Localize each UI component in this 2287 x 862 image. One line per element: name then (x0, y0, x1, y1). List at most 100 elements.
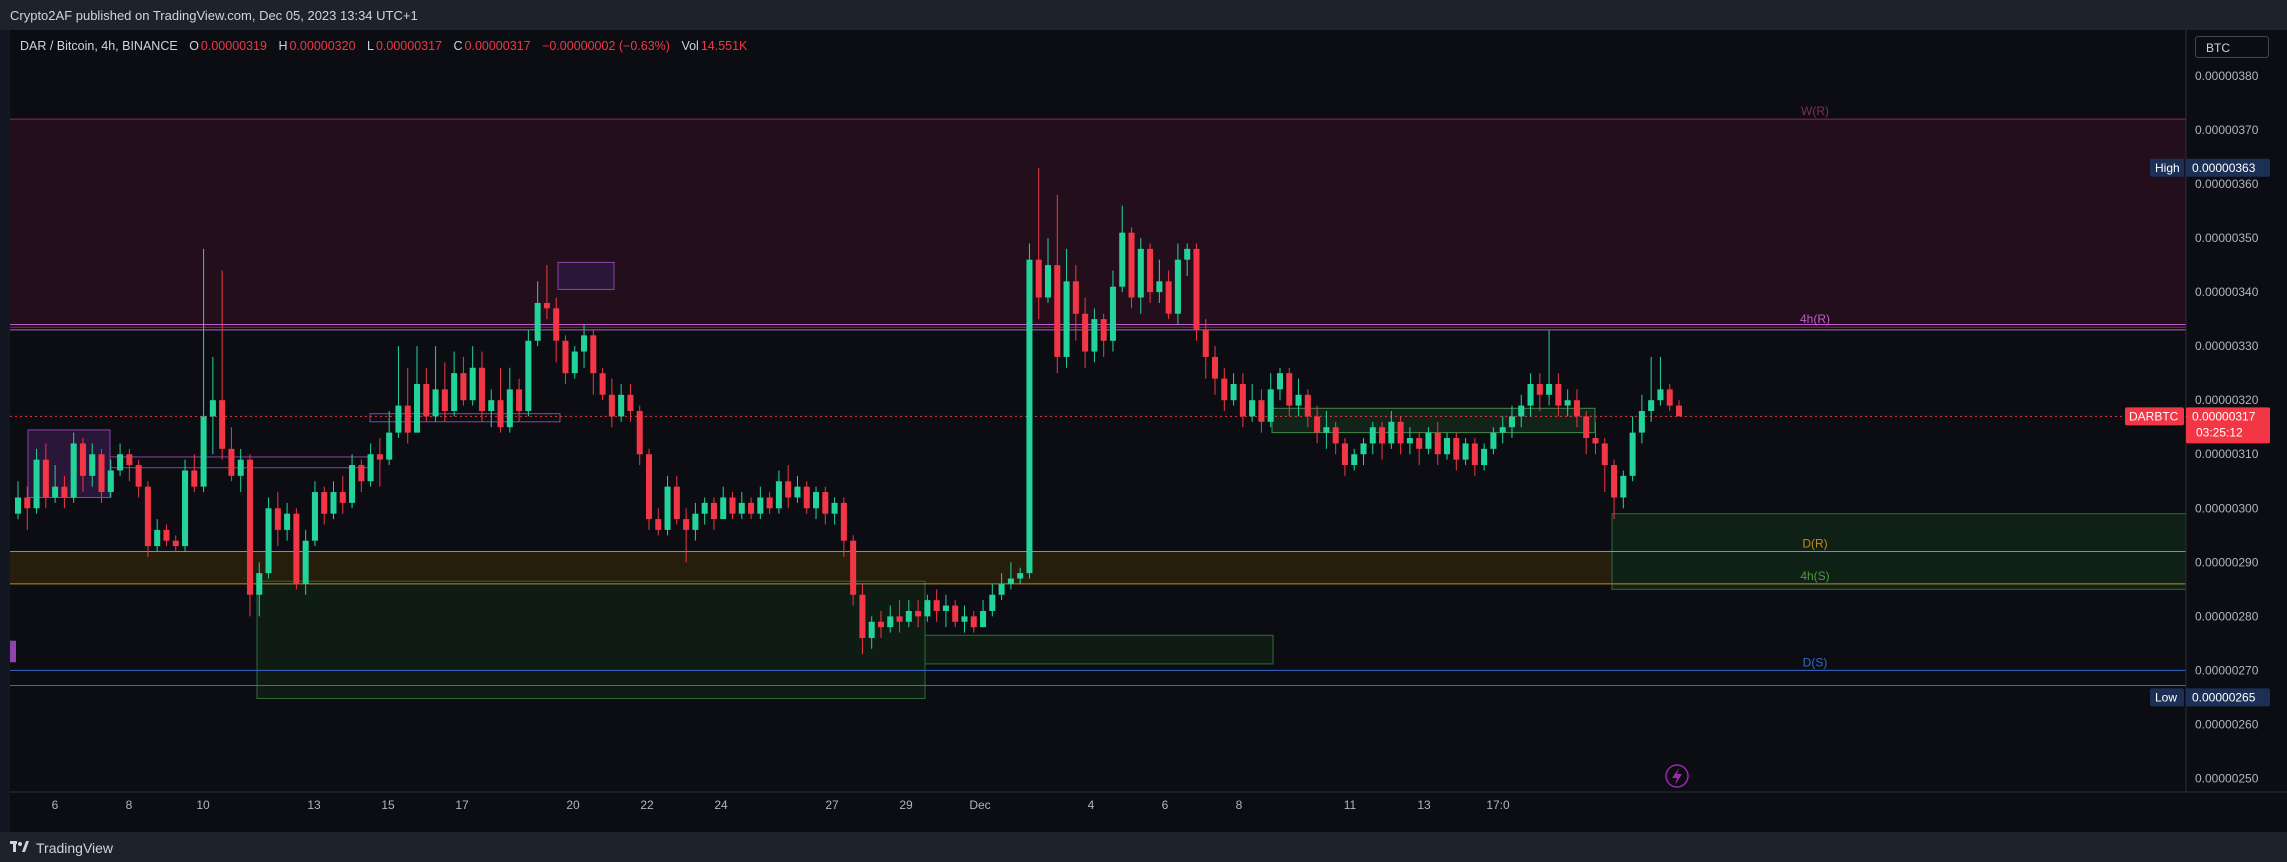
candle-body (989, 594, 996, 611)
candle (423, 367, 430, 422)
candle (135, 459, 142, 498)
candle (1128, 227, 1135, 309)
candle (154, 519, 161, 552)
candle-body (246, 459, 253, 595)
candle-body (1555, 383, 1562, 406)
candle-body (423, 383, 430, 417)
candle-body (1518, 405, 1525, 417)
brand[interactable]: TradingView (10, 840, 113, 856)
candle-body (89, 454, 96, 476)
x-tick-label: 11 (1344, 798, 1357, 812)
y-tick-label: 0.00000380 (2195, 69, 2259, 83)
top-bar: Crypto2AF published on TradingView.com, … (0, 0, 2287, 30)
candle-body (1091, 319, 1098, 352)
candle (1360, 438, 1367, 466)
candle-body (191, 470, 198, 487)
candle (1481, 443, 1488, 471)
x-tick-label: 10 (196, 798, 210, 812)
candle (1648, 356, 1655, 422)
candle-body (571, 351, 578, 374)
candle (840, 497, 847, 557)
candle (1063, 248, 1070, 368)
candle-body (803, 486, 810, 509)
levels-layer: W(R) 4h(R) D(R) 4h(S) D(S) (10, 104, 2186, 687)
candle-body (813, 492, 820, 509)
candle-body (1675, 405, 1683, 417)
candle-body (219, 400, 226, 449)
candlestick-chart[interactable]: W(R)4h(R)D(R)4h(S)D(S) 0.000002500.00000… (0, 30, 2287, 832)
candle-body (525, 340, 532, 411)
candle (107, 459, 114, 498)
candle (664, 475, 671, 536)
candle-body (933, 600, 940, 611)
candle (144, 481, 151, 557)
legend-high-label: H (278, 39, 288, 53)
level-label-2: D(R) (1802, 537, 1827, 551)
candle-body (24, 497, 31, 509)
candle (887, 605, 894, 633)
candle (1620, 470, 1627, 509)
candle (191, 454, 198, 493)
candle (1193, 243, 1200, 341)
candle (961, 605, 968, 633)
candle (710, 497, 717, 530)
candle (1174, 243, 1181, 325)
candle-body (70, 443, 77, 498)
candle (451, 351, 458, 417)
candle (738, 492, 745, 520)
level-label-0: W(R) (1801, 104, 1829, 118)
candle-body (710, 502, 717, 520)
candle-body (1351, 454, 1358, 466)
high-value: 0.00000363 (2192, 161, 2256, 175)
candle (441, 362, 448, 422)
candle-body (1611, 465, 1618, 498)
candle-body (61, 486, 68, 498)
candle-body (794, 486, 801, 498)
candle-body (1156, 281, 1163, 293)
candle (1462, 438, 1469, 466)
candle (478, 351, 485, 422)
currency-selector[interactable]: BTC (2195, 36, 2269, 58)
y-tick-label: 0.00000290 (2195, 555, 2259, 569)
candle-body (1100, 319, 1107, 341)
high-tag-bg (2150, 158, 2184, 177)
candle-body (1416, 438, 1423, 449)
low-tag: Low (2155, 690, 2177, 704)
candle-body (107, 470, 114, 493)
candle-body (1620, 475, 1627, 498)
candle (516, 378, 523, 422)
y-tick-label: 0.00000280 (2195, 609, 2259, 623)
candle (274, 492, 281, 547)
candle (1286, 367, 1293, 417)
y-tick-label: 0.00000360 (2195, 177, 2259, 191)
candle (543, 265, 550, 320)
candle-body (1406, 438, 1413, 444)
candle (1657, 356, 1664, 406)
candle-body (1165, 281, 1172, 314)
candle-body (1369, 427, 1376, 444)
candle (933, 589, 940, 622)
candle-body (608, 394, 615, 417)
candle-body (766, 497, 773, 509)
candle-body (1072, 281, 1079, 314)
candle (1546, 329, 1553, 406)
candle-body (1295, 394, 1302, 406)
candle (339, 475, 346, 514)
x-tick-label: 17:0 (1486, 798, 1510, 812)
candle (571, 346, 578, 379)
legend-open-label: O (189, 39, 199, 53)
candle (766, 492, 773, 514)
candle-body (1583, 416, 1590, 439)
supply-box-left (27, 429, 111, 498)
candle-body (478, 367, 485, 411)
candle (942, 594, 949, 628)
candle-body (117, 454, 124, 471)
candle (265, 497, 272, 579)
x-tick-label: Dec (969, 798, 990, 812)
candle-body (79, 443, 86, 476)
candle (219, 270, 226, 460)
candle (581, 324, 588, 368)
candle (636, 405, 643, 466)
candle-body (636, 411, 643, 455)
candle (1100, 313, 1107, 357)
